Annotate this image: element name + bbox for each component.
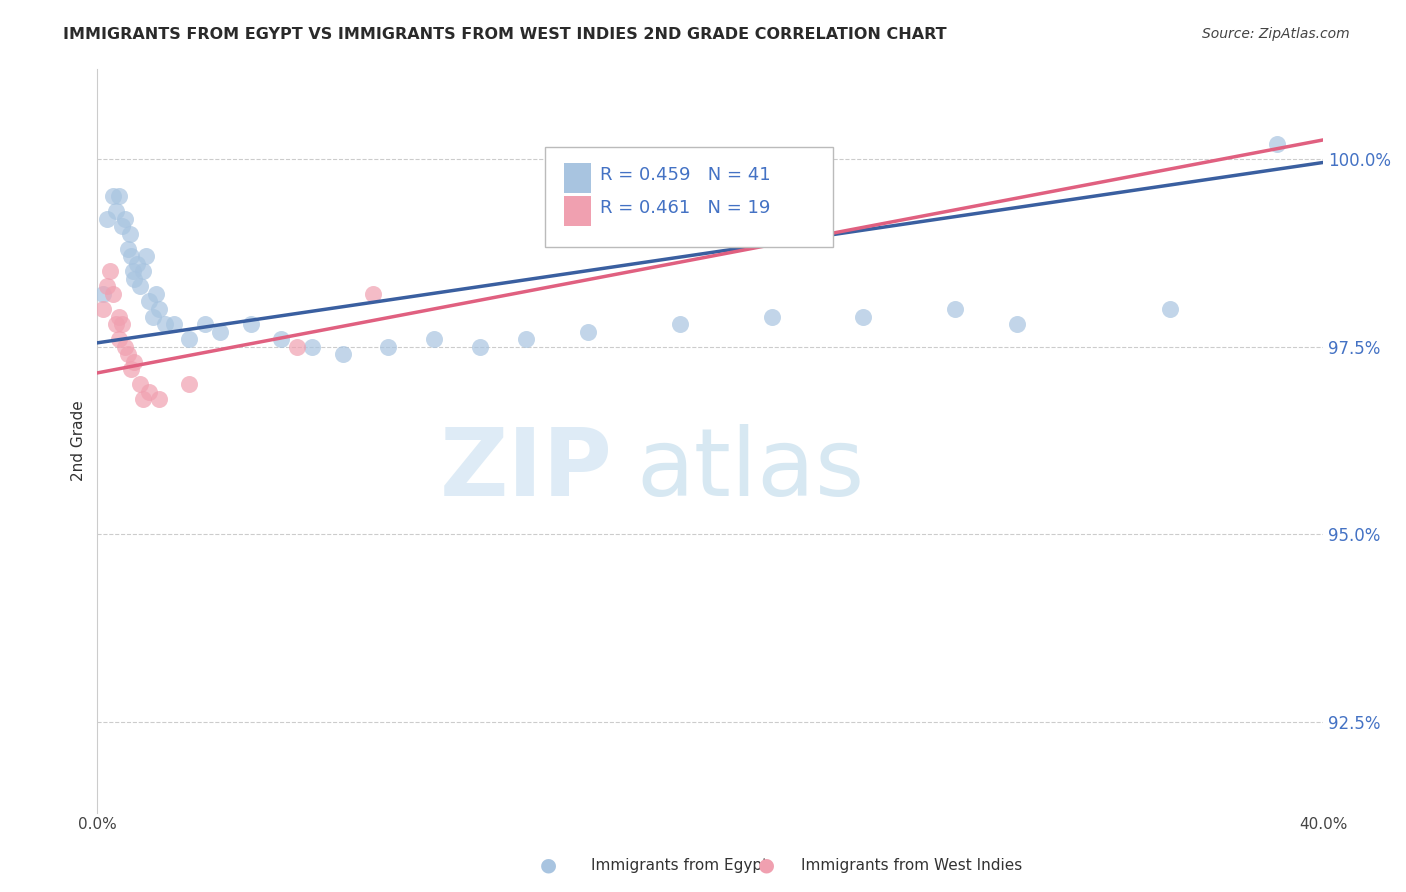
Point <box>114 340 136 354</box>
Point <box>101 189 124 203</box>
Y-axis label: 2nd Grade: 2nd Grade <box>72 401 86 481</box>
Point <box>93 287 115 301</box>
Point <box>132 264 155 278</box>
Bar <box>564 163 592 193</box>
Point <box>285 340 308 354</box>
Text: atlas: atlas <box>637 425 865 516</box>
Point <box>120 249 142 263</box>
Text: Source: ZipAtlas.com: Source: ZipAtlas.com <box>1202 27 1350 41</box>
Point <box>111 317 134 331</box>
Point <box>96 211 118 226</box>
Point <box>117 242 139 256</box>
Point <box>423 332 446 346</box>
Point <box>239 317 262 331</box>
Point <box>96 279 118 293</box>
Text: ZIP: ZIP <box>439 425 612 516</box>
Point <box>145 287 167 301</box>
FancyBboxPatch shape <box>544 146 832 247</box>
Bar <box>564 196 592 227</box>
Point <box>101 287 124 301</box>
Text: IMMIGRANTS FROM EGYPT VS IMMIGRANTS FROM WEST INDIES 2ND GRADE CORRELATION CHART: IMMIGRANTS FROM EGYPT VS IMMIGRANTS FROM… <box>63 27 946 42</box>
Point <box>208 325 231 339</box>
Point <box>1265 136 1288 151</box>
Point <box>107 332 129 346</box>
Point <box>1159 301 1181 316</box>
Point <box>138 384 160 399</box>
Point <box>470 340 492 354</box>
Point <box>852 310 875 324</box>
Point <box>377 340 399 354</box>
Point <box>148 301 170 316</box>
Text: R = 0.461   N = 19: R = 0.461 N = 19 <box>600 200 770 218</box>
Point <box>122 272 145 286</box>
Point <box>129 377 152 392</box>
Point <box>111 219 134 234</box>
Point <box>127 257 149 271</box>
Point <box>114 211 136 226</box>
Point <box>93 301 115 316</box>
Point <box>120 362 142 376</box>
Point <box>153 317 176 331</box>
Point <box>132 392 155 407</box>
Point <box>148 392 170 407</box>
Point <box>179 377 201 392</box>
Point <box>104 317 127 331</box>
Point <box>163 317 186 331</box>
Point <box>129 279 152 293</box>
Text: ●: ● <box>758 855 775 875</box>
Point <box>361 287 384 301</box>
Text: Immigrants from Egypt: Immigrants from Egypt <box>591 858 768 872</box>
Point <box>141 310 163 324</box>
Point <box>576 325 599 339</box>
Point <box>332 347 354 361</box>
Point <box>138 294 160 309</box>
Point <box>194 317 217 331</box>
Point <box>515 332 537 346</box>
Point <box>668 317 690 331</box>
Point <box>104 204 127 219</box>
Text: ●: ● <box>540 855 557 875</box>
Point <box>118 227 141 241</box>
Point <box>301 340 323 354</box>
Point <box>1005 317 1028 331</box>
Point <box>98 264 121 278</box>
Point <box>117 347 139 361</box>
Point <box>179 332 201 346</box>
Point <box>122 354 145 368</box>
Point <box>107 310 129 324</box>
Point <box>761 310 783 324</box>
Text: Immigrants from West Indies: Immigrants from West Indies <box>801 858 1022 872</box>
Point <box>945 301 967 316</box>
Point <box>270 332 292 346</box>
Point <box>107 189 129 203</box>
Point <box>135 249 157 263</box>
Point <box>121 264 143 278</box>
Text: R = 0.459   N = 41: R = 0.459 N = 41 <box>600 166 770 184</box>
